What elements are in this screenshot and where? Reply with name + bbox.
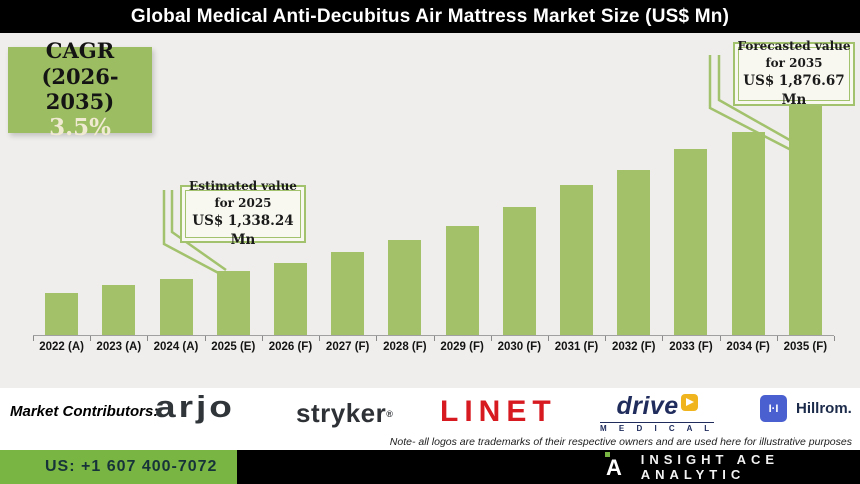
x-axis-label: 2030 (F) (497, 341, 542, 353)
x-axis-tick (90, 336, 92, 341)
x-axis-label: 2034 (F) (726, 341, 770, 353)
drive-logo-text: drive (616, 392, 679, 420)
market-contributors-label: Market Contributors: (10, 403, 159, 420)
bar-2034 (731, 132, 765, 335)
x-axis-label: 2023 (A) (96, 341, 142, 353)
contributors-strip: Market Contributors: arjo stryker ® LINET… (0, 388, 860, 450)
footer-bar: US: +1 607 400-7072 A INSIGHT ACE ANALYT… (0, 450, 860, 484)
insight-ace-logo-icon: A (600, 452, 623, 480)
bar-2023 (102, 285, 136, 335)
bar-2032 (617, 170, 651, 335)
bar-2029 (445, 226, 479, 335)
x-axis-label: 2025 (E) (211, 341, 256, 353)
x-axis-label: 2033 (F) (669, 341, 713, 353)
forecasted-value-callout: Forecasted value for 2035 US$ 1,876.67 M… (733, 39, 855, 108)
bar-2027 (331, 252, 365, 335)
page-title: Global Medical Anti-Decubitus Air Mattre… (130, 5, 730, 27)
arjo-logo-text: arjo (155, 390, 235, 424)
title-bar: Global Medical Anti-Decubitus Air Mattre… (0, 0, 860, 33)
phone-block: US: +1 607 400-7072 (0, 450, 237, 484)
x-axis-tick (204, 336, 206, 341)
x-axis-label: 2035 (F) (783, 341, 828, 353)
arjo-logo: arjo (155, 390, 235, 424)
bar-2025 (216, 271, 250, 335)
x-axis-tick (605, 336, 607, 341)
x-axis-label: 2032 (F) (612, 341, 656, 353)
x-axis-tick (433, 336, 435, 341)
x-axis-label: 2029 (F) (440, 341, 484, 353)
x-axis-label: 2028 (F) (383, 341, 427, 353)
brand-block: A INSIGHT ACE ANALYTIC (600, 450, 860, 484)
trademark-note: Note- all logos are trademarks of their … (389, 436, 852, 448)
bar-2033 (674, 149, 708, 335)
forecasted-callout-value: US$ 1,876.67 Mn (743, 72, 845, 108)
cagr-callout-box: CAGR (2026-2035) 3.5% (8, 38, 152, 141)
drive-logo-icon (680, 394, 698, 411)
bar-2026 (273, 263, 307, 335)
x-axis-tick (319, 336, 321, 341)
bar-2024 (159, 279, 193, 335)
x-axis-label: 2024 (A) (153, 341, 199, 353)
bar-2022 (45, 293, 79, 335)
x-axis-label: 2022 (A) (39, 341, 84, 353)
x-axis-tick (719, 336, 721, 341)
hillrom-logo: I·I Hillrom. (760, 395, 852, 422)
x-axis-tick (376, 336, 378, 341)
x-axis-label: 2027 (F) (325, 341, 370, 353)
x-axis-tick (147, 336, 149, 341)
brand-name: INSIGHT ACE ANALYTIC (640, 452, 780, 482)
linet-logo-text: LINET (440, 395, 557, 428)
stryker-registered-mark: ® (386, 408, 394, 419)
x-axis-label: 2026 (F) (268, 341, 313, 353)
cagr-value: 3.5% (49, 113, 111, 141)
bar-2035 (788, 106, 822, 335)
cagr-label: CAGR (45, 38, 115, 64)
x-axis-tick (261, 336, 263, 341)
x-axis-tick (33, 336, 34, 341)
bar-2031 (560, 185, 594, 335)
plot-area (33, 33, 834, 336)
x-axis-labels: 2022 (A) 2023 (A) 2024 (A) 2025 (E) 2026 (F)… (33, 341, 834, 361)
stryker-logo-text: stryker (296, 398, 387, 428)
forecasted-callout-line2: for 2035 (765, 56, 823, 71)
estimated-callout-line1: Estimated value (189, 179, 297, 194)
phone-number: US: +1 607 400-7072 (45, 458, 218, 475)
x-axis-tick (547, 336, 549, 341)
hillrom-logo-icon: I·I (760, 395, 787, 422)
estimated-callout-line2: for 2025 (214, 196, 272, 211)
linet-logo: LINET (440, 395, 557, 429)
bar-2030 (502, 207, 536, 335)
forecasted-callout-line1: Forecasted value (737, 39, 851, 54)
drive-medical-subtext: M E D I C A L (600, 422, 715, 433)
hillrom-logo-text: Hillrom. (796, 400, 852, 417)
stryker-logo: stryker ® (296, 398, 393, 429)
estimated-value-callout: Estimated value for 2025 US$ 1,338.24 Mn (180, 179, 306, 248)
x-axis-tick (662, 336, 664, 341)
insight-ace-logo-letter: A (606, 455, 622, 480)
cagr-period: (2026-2035) (41, 63, 119, 114)
estimated-callout-value: US$ 1,338.24 Mn (192, 212, 294, 248)
chart-panel: CAGR (2026-2035) 3.5% Estimated value fo… (0, 33, 860, 388)
x-axis-label: 2031 (F) (554, 341, 599, 353)
drive-medical-logo: drive M E D I C A L (600, 392, 715, 433)
insight-ace-logo-dot (605, 452, 610, 457)
bar-2028 (388, 240, 422, 335)
x-axis-tick (776, 336, 778, 341)
x-axis-tick (834, 336, 835, 341)
x-axis-tick (490, 336, 492, 341)
